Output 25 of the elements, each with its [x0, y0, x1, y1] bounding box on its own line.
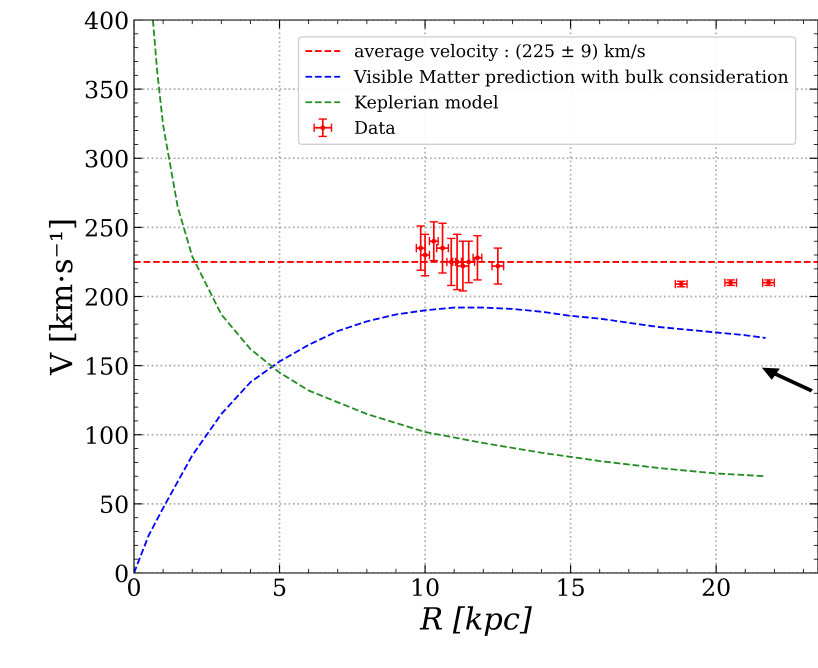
x-tick-label: 10 — [412, 578, 439, 596]
line-series — [134, 306, 767, 573]
y-tick-label: 350 — [86, 80, 128, 98]
y-tick-label: 0 — [116, 564, 128, 582]
y-tick-label: 200 — [86, 288, 128, 306]
y-tick-label: 100 — [86, 426, 128, 444]
y-tick-label: 150 — [86, 357, 128, 375]
legend-label: Data — [355, 121, 396, 134]
point — [460, 264, 466, 269]
x-tick-label: 0 — [128, 578, 140, 596]
legend-label: Keplerian model — [355, 95, 498, 112]
x-axis-title: R [kpc] — [420, 606, 532, 636]
x-tick-label: 5 — [274, 578, 286, 596]
y-axis-title: V [km·s⁻¹] — [48, 220, 76, 376]
point — [495, 264, 500, 269]
x-tick-label: 20 — [702, 578, 730, 596]
point — [466, 260, 472, 264]
y-tick-label: 50 — [101, 495, 128, 514]
x-tick-label: 15 — [558, 578, 584, 596]
legend-label: Visible Matter prediction with bulk consideration — [354, 70, 788, 86]
y-tick-label: 250 — [86, 218, 128, 237]
y-tick-label: 300 — [86, 150, 128, 168]
point — [440, 246, 445, 251]
y-tick-label: 400 — [84, 11, 128, 30]
legend-label: average velocity : (225 ± 9) km/s — [354, 44, 645, 61]
